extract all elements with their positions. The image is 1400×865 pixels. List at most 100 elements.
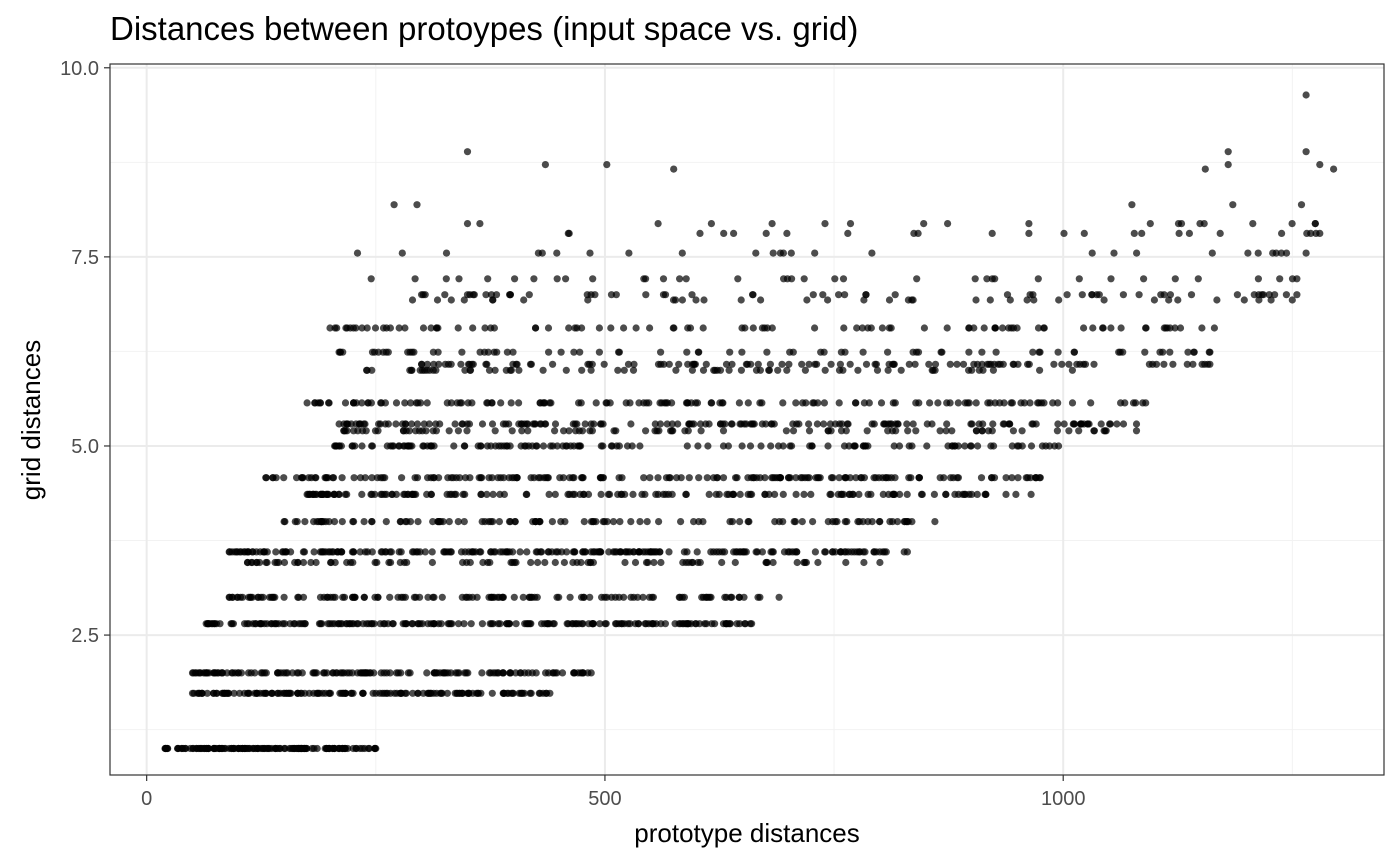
scatter-point [678,249,686,257]
scatter-point [903,548,912,556]
scatter-point [229,620,237,628]
scatter-point [730,229,738,237]
scatter-point [666,474,674,482]
scatter-point [545,490,553,498]
scatter-point [565,427,573,435]
scatter-point [495,442,503,450]
scatter-point [423,442,431,450]
scatter-point [341,399,350,407]
scatter-point [798,360,806,368]
scatter-point [700,296,708,304]
scatter-point [765,490,773,498]
scatter-point [768,474,776,482]
scatter-point [312,558,320,567]
scatter-point [688,366,697,374]
scatter-point [1277,249,1285,257]
scatter-point [1068,399,1077,407]
scatter-point [243,744,252,753]
scatter-point [584,360,592,368]
scatter-point [1133,249,1141,257]
scatter-point [920,324,929,332]
scatter-point [579,669,587,677]
scatter-point [1288,220,1296,228]
scatter-point [435,518,443,526]
scatter-point [196,669,204,677]
scatter-point [627,593,635,601]
scatter-point [338,518,346,526]
scatter-point [272,548,280,556]
scatter-point [885,296,894,304]
scatter-point [586,249,594,257]
scatter-point [1088,249,1096,257]
scatter-point [445,427,453,435]
scatter-point [626,620,634,628]
scatter-point [923,420,931,428]
scatter-point [524,420,532,428]
scatter-point [725,620,734,628]
scatter-point [724,442,733,450]
scatter-point [392,669,401,677]
scatter-point [897,366,905,374]
scatter-point [351,593,359,601]
scatter-point [1060,420,1068,428]
scatter-point [478,669,486,677]
scatter-point [339,689,348,697]
scatter-point [326,324,334,332]
scatter-point [809,518,817,526]
scatter-point [338,474,346,482]
scatter-point [519,593,527,601]
scatter-point [282,548,290,556]
scatter-point [632,324,640,332]
scatter-point [578,366,586,374]
scatter-point [453,399,461,407]
scatter-point [506,366,514,374]
scatter-point [587,669,595,677]
scatter-point [634,593,642,601]
scatter-point [580,518,588,526]
scatter-point [805,420,813,428]
scatter-point [317,490,325,498]
scatter-point [577,593,586,601]
scatter-point [305,474,313,482]
scatter-point [1025,360,1033,368]
scatter-point [870,420,878,428]
scatter-point [579,548,587,556]
scatter-point [603,399,611,407]
scatter-point [620,324,628,332]
scatter-point [394,593,402,601]
scatter-point [1185,229,1193,237]
scatter-point [330,490,338,498]
scatter-point [508,558,517,567]
scatter-point [466,366,474,374]
scatter-point [696,420,705,428]
scatter-point [991,324,999,332]
scatter-point [468,399,476,407]
scatter-point [1002,490,1010,498]
scatter-point [534,249,543,257]
scatter-point [596,620,604,628]
scatter-point [1038,442,1046,450]
scatter-point [651,548,660,556]
scatter-point [229,744,238,753]
scatter-point [618,474,626,482]
scatter-point [968,490,976,498]
scatter-point [913,275,921,283]
scatter-point [696,558,704,567]
scatter-point [692,296,700,304]
scatter-point [395,442,403,450]
scatter-point [280,593,288,601]
scatter-point [547,442,555,450]
scatter-point [623,442,632,450]
scatter-point [350,399,358,407]
scatter-point [1244,249,1252,257]
scatter-point [346,558,355,567]
scatter-point [1254,249,1262,257]
scatter-point [682,275,690,283]
scatter-point [419,689,427,697]
scatter-point [1128,201,1136,209]
scatter-point [872,360,881,368]
scatter-point [1146,220,1154,228]
scatter-point [262,689,270,697]
scatter-point [722,360,731,368]
